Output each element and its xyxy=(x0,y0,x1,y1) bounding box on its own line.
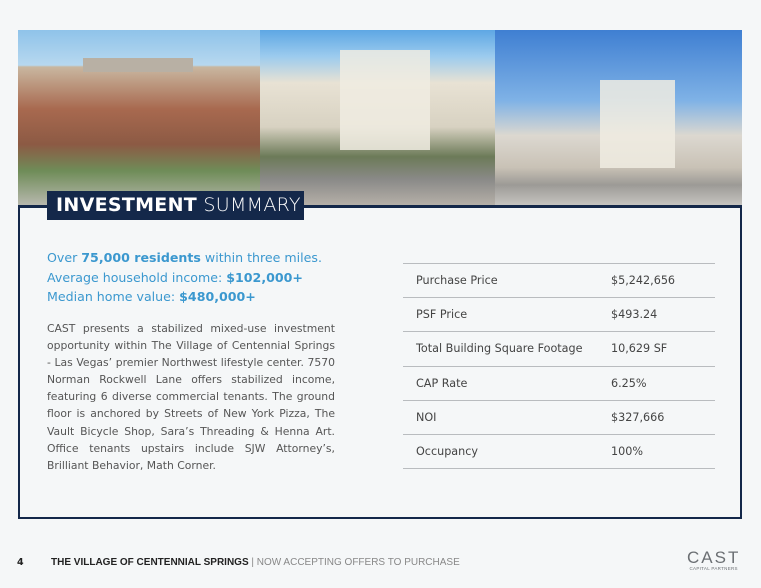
property-photos xyxy=(18,30,742,206)
row-label: Purchase Price xyxy=(416,274,498,288)
table-row: NOI $327,666 xyxy=(403,401,715,435)
table-row: Total Building Square Footage 10,629 SF xyxy=(403,332,715,367)
footer: 4 THE VILLAGE OF CENTENNIAL SPRINGS | NO… xyxy=(0,556,761,570)
highlight-home-value: Median home value: $480,000+ xyxy=(47,289,256,304)
description: CAST presents a stabilized mixed-use inv… xyxy=(47,322,335,472)
photo-building-street xyxy=(495,30,742,206)
row-value: $5,242,656 xyxy=(611,274,676,288)
table-row: Occupancy 100% xyxy=(403,435,715,470)
row-label: CAP Rate xyxy=(416,376,468,390)
row-value: $493.24 xyxy=(611,308,658,322)
row-label: Total Building Square Footage xyxy=(416,342,583,356)
row-value: 6.25% xyxy=(611,376,647,390)
row-value: $327,666 xyxy=(611,410,665,424)
section-title: INVESTMENT SUMMARY xyxy=(47,191,304,220)
highlight-income: Average household income: $102,000+ xyxy=(47,269,303,285)
title-light: SUMMARY xyxy=(203,194,301,216)
footer-title: THE VILLAGE OF CENTENNIAL SPRINGS | NOW … xyxy=(51,557,460,568)
page-number: 4 xyxy=(17,557,24,568)
row-label: Occupancy xyxy=(416,445,479,459)
row-label: NOI xyxy=(416,410,437,424)
photo-building-brick xyxy=(18,30,260,206)
photo-building-corner xyxy=(260,30,495,206)
cast-logo: CAST CAPITAL PARTNERS xyxy=(687,548,741,571)
table-row: Purchase Price $5,242,656 xyxy=(403,264,715,299)
table-row: CAP Rate 6.25% xyxy=(403,367,715,401)
summary-table: Purchase Price $5,242,656 PSF Price $493.24… xyxy=(403,263,715,470)
highlight-residents: Over 75,000 residents within three miles… xyxy=(47,250,322,265)
row-label: PSF Price xyxy=(416,308,468,322)
row-value: 100% xyxy=(611,445,643,459)
row-value: 10,629 SF xyxy=(611,342,668,356)
highlights: Over 75,000 residents within three miles… xyxy=(47,248,367,307)
title-bold: INVESTMENT xyxy=(56,194,198,216)
table-row: PSF Price $493.24 xyxy=(403,298,715,333)
summary-panel xyxy=(18,205,742,519)
